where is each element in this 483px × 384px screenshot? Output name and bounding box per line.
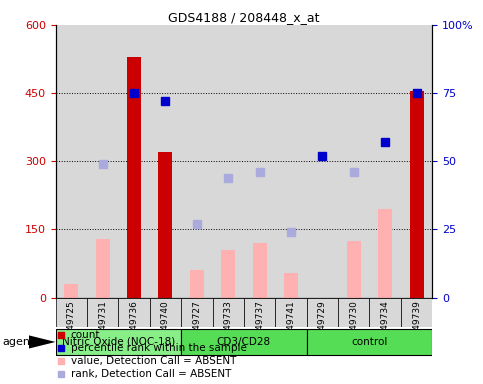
- Text: GSM349731: GSM349731: [98, 300, 107, 355]
- Text: Nitric Oxide (NOC-18): Nitric Oxide (NOC-18): [62, 337, 175, 347]
- Polygon shape: [29, 335, 56, 349]
- Bar: [118, 298, 150, 327]
- Bar: [307, 298, 338, 327]
- Bar: [244, 298, 275, 327]
- Text: GSM349737: GSM349737: [255, 300, 264, 355]
- Bar: [347, 241, 361, 298]
- Bar: [181, 329, 307, 355]
- Bar: [127, 57, 141, 298]
- Bar: [369, 25, 401, 298]
- Bar: [244, 25, 275, 298]
- Bar: [275, 25, 307, 298]
- Text: percentile rank within the sample: percentile rank within the sample: [71, 343, 246, 353]
- Text: GSM349736: GSM349736: [129, 300, 139, 355]
- Text: count: count: [71, 330, 100, 340]
- Bar: [56, 25, 87, 298]
- Bar: [213, 25, 244, 298]
- Bar: [158, 152, 172, 298]
- Text: GSM349729: GSM349729: [318, 300, 327, 355]
- Text: GSM349730: GSM349730: [349, 300, 358, 355]
- Bar: [378, 209, 392, 298]
- Bar: [275, 298, 307, 327]
- Bar: [401, 298, 432, 327]
- Text: rank, Detection Call = ABSENT: rank, Detection Call = ABSENT: [71, 369, 231, 379]
- Text: control: control: [351, 337, 388, 347]
- Text: GSM349740: GSM349740: [161, 300, 170, 355]
- Text: value, Detection Call = ABSENT: value, Detection Call = ABSENT: [71, 356, 236, 366]
- Bar: [401, 25, 432, 298]
- Bar: [64, 284, 78, 298]
- Bar: [118, 25, 150, 298]
- Text: GSM349727: GSM349727: [192, 300, 201, 355]
- Text: CD3/CD28: CD3/CD28: [217, 337, 271, 347]
- Bar: [181, 25, 213, 298]
- Text: GSM349725: GSM349725: [67, 300, 76, 355]
- Bar: [253, 243, 267, 298]
- Bar: [284, 273, 298, 298]
- Bar: [56, 329, 181, 355]
- Text: agent: agent: [2, 337, 35, 347]
- Bar: [307, 329, 432, 355]
- Bar: [410, 91, 424, 298]
- Bar: [150, 298, 181, 327]
- Text: GSM349741: GSM349741: [286, 300, 296, 355]
- Bar: [56, 298, 87, 327]
- Bar: [87, 298, 118, 327]
- Text: GSM349739: GSM349739: [412, 300, 421, 355]
- Text: GSM349734: GSM349734: [381, 300, 390, 355]
- Bar: [307, 25, 338, 298]
- Text: GSM349733: GSM349733: [224, 300, 233, 355]
- Bar: [181, 298, 213, 327]
- Title: GDS4188 / 208448_x_at: GDS4188 / 208448_x_at: [168, 11, 320, 24]
- Bar: [221, 250, 235, 298]
- Bar: [190, 270, 204, 298]
- Bar: [338, 25, 369, 298]
- Bar: [338, 298, 369, 327]
- Bar: [96, 238, 110, 298]
- Bar: [369, 298, 401, 327]
- Bar: [150, 25, 181, 298]
- Bar: [87, 25, 118, 298]
- Bar: [213, 298, 244, 327]
